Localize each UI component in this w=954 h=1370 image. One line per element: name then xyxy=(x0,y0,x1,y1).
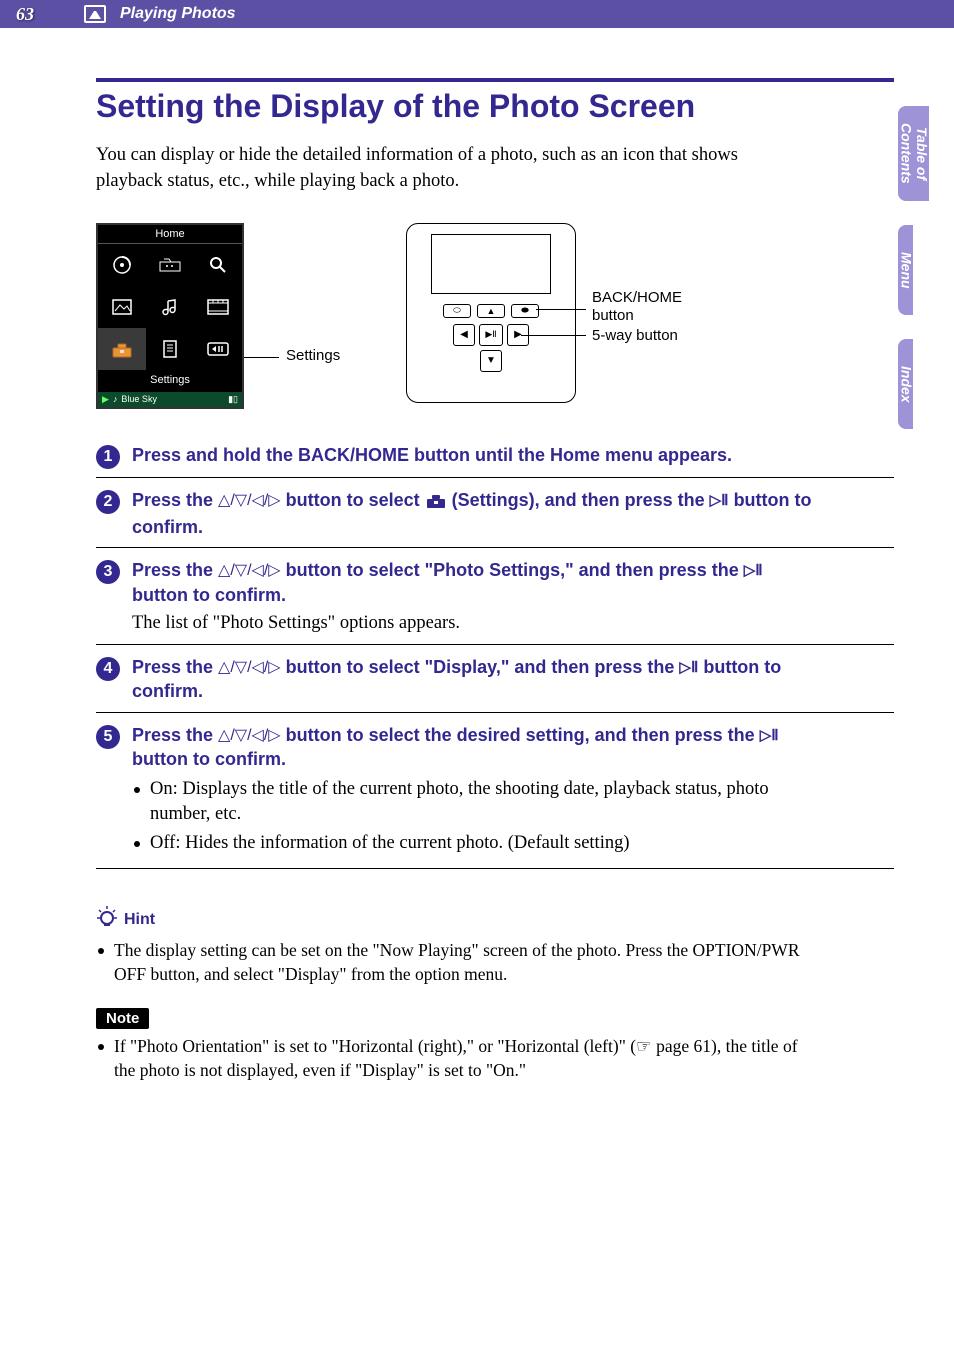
shot-photo-icon xyxy=(98,286,146,328)
shot-video-icon xyxy=(194,286,242,328)
side-tabs: Table of Contents Menu Index xyxy=(898,106,954,453)
page-header: 63 Playing Photos xyxy=(0,0,954,28)
shot-footer-track: Blue Sky xyxy=(121,394,157,404)
tab-index[interactable]: Index xyxy=(898,339,913,429)
step-title: Press the △/▽/◁/▷ button to select the d… xyxy=(132,723,812,772)
tab-contents[interactable]: Table of Contents xyxy=(898,106,929,201)
shot-playlists-icon xyxy=(146,328,194,370)
title-rule xyxy=(96,78,894,82)
photo-icon xyxy=(84,5,106,23)
step-number: 5 xyxy=(96,725,120,749)
bullet-item: Off: Hides the information of the curren… xyxy=(132,831,812,856)
step-meta: The list of "Photo Settings" options app… xyxy=(132,611,812,636)
page-content: Table of Contents Menu Index Setting the… xyxy=(0,28,954,1123)
battery-icon: ▮▯ xyxy=(228,394,238,405)
step-title: Press the △/▽/◁/▷ button to select (Sett… xyxy=(132,488,812,540)
player-diagram: ⬭ ▲ ⬬ ◀ ▶Ⅱ ▶ ▼ BACK/HOME button 5-way bu… xyxy=(406,223,706,403)
shot-search-icon xyxy=(194,244,242,286)
player-back-btn: ⬬ xyxy=(511,304,539,318)
note-pre: If "Photo Orientation" is set to "Horizo… xyxy=(114,1036,636,1056)
note-text: If "Photo Orientation" is set to "Horizo… xyxy=(96,1035,816,1082)
intro-text: You can display or hide the detailed inf… xyxy=(96,143,796,195)
device-screenshot: Home Settings ▶ ♪ Blue Sky ▮▯ xyxy=(96,223,376,409)
shot-music-icon xyxy=(146,286,194,328)
diagrams-row: Home Settings ▶ ♪ Blue Sky ▮▯ xyxy=(96,223,894,409)
tab-menu[interactable]: Menu xyxy=(898,225,913,315)
step-body: Press the △/▽/◁/▷ button to select (Sett… xyxy=(132,488,812,540)
player-screen xyxy=(431,234,551,294)
step-number: 2 xyxy=(96,490,120,514)
player-option-btn: ⬭ xyxy=(443,304,471,318)
hint-text: The display setting can be set on the "N… xyxy=(96,939,816,986)
player-center-btn: ▶Ⅱ xyxy=(479,324,503,346)
step-number: 3 xyxy=(96,560,120,584)
shot-callout-label: Settings xyxy=(286,347,340,364)
step-title: Press and hold the BACK/HOME button unti… xyxy=(132,443,812,467)
shot-settings-icon xyxy=(98,328,146,370)
note-badge: Note xyxy=(96,1008,149,1029)
step-body: Press the △/▽/◁/▷ button to select "Disp… xyxy=(132,655,812,704)
shot-footer: ▶ ♪ Blue Sky ▮▯ xyxy=(98,392,242,407)
step-5: 5 Press the △/▽/◁/▷ button to select the … xyxy=(96,723,894,861)
shot-nowplaying-icon xyxy=(98,244,146,286)
step-body: Press the △/▽/◁/▷ button to select "Phot… xyxy=(132,558,812,636)
callout-line-back xyxy=(536,309,586,310)
hint-heading: Hint xyxy=(96,905,894,935)
step-body: Press the △/▽/◁/▷ button to select the d… xyxy=(132,723,812,861)
bullet-item: On: Displays the title of the current ph… xyxy=(132,777,812,827)
shot-title: Home xyxy=(98,225,242,244)
step-title: Press the △/▽/◁/▷ button to select "Disp… xyxy=(132,655,812,704)
page-number: 63 xyxy=(16,4,34,25)
fiveway-label: 5-way button xyxy=(592,327,678,345)
back-home-label: BACK/HOME button xyxy=(592,289,706,325)
player-left-btn: ◀ xyxy=(453,324,475,346)
player-up-btn: ▲ xyxy=(477,304,505,318)
step-4: 4 Press the △/▽/◁/▷ button to select "Dis… xyxy=(96,655,894,704)
step-3: 3 Press the △/▽/◁/▷ button to select "Pho… xyxy=(96,558,894,636)
callout-line xyxy=(244,357,279,358)
player-down-btn: ▼ xyxy=(480,350,502,372)
step-1: 1 Press and hold the BACK/HOME button unt… xyxy=(96,443,894,469)
step-title: Press the △/▽/◁/▷ button to select "Phot… xyxy=(132,558,812,607)
page-title: Setting the Display of the Photo Screen xyxy=(96,88,894,125)
shot-shuffle-icon xyxy=(194,328,242,370)
page-ref-link[interactable]: ☞ page 61 xyxy=(636,1036,711,1056)
callout-line-fiveway xyxy=(521,335,586,336)
step-2: 2 Press the △/▽/◁/▷ button to select (Set… xyxy=(96,488,894,540)
section-name: Playing Photos xyxy=(120,5,236,23)
hint-icon xyxy=(96,905,118,935)
hint-label: Hint xyxy=(124,911,155,929)
shot-selected-label: Settings xyxy=(98,370,242,392)
step-number: 1 xyxy=(96,445,120,469)
shot-intelligent-icon xyxy=(146,244,194,286)
step-number: 4 xyxy=(96,657,120,681)
step-body: Press and hold the BACK/HOME button unti… xyxy=(132,443,812,469)
step-bullets: On: Displays the title of the current ph… xyxy=(132,777,812,856)
